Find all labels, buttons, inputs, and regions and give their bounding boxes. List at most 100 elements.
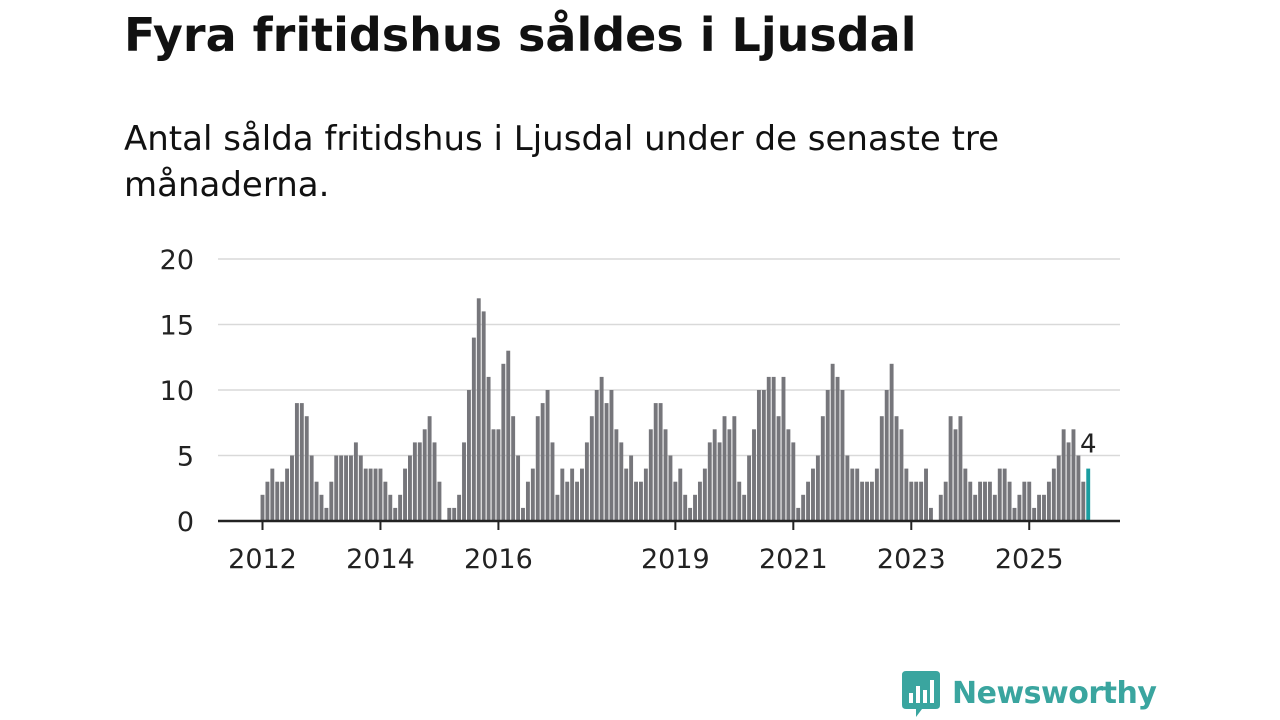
- bar: [1002, 468, 1007, 521]
- bar: [383, 481, 388, 521]
- bar: [771, 376, 776, 521]
- y-tick-label: 15: [160, 311, 194, 342]
- bar: [1056, 455, 1061, 521]
- bar: [530, 468, 535, 521]
- bar: [398, 494, 403, 521]
- bar: [835, 376, 840, 521]
- bar: [368, 468, 373, 521]
- bar: [978, 481, 983, 521]
- bar: [349, 455, 353, 521]
- bar: [447, 507, 452, 521]
- bar: [899, 429, 904, 521]
- bar: [290, 455, 294, 521]
- bar: [850, 468, 855, 521]
- bar: [742, 494, 747, 521]
- x-tick-label: 2014: [346, 544, 415, 575]
- x-tick-label: 2019: [641, 544, 710, 575]
- bar: [294, 403, 299, 521]
- bar-value-label: 4: [1080, 430, 1097, 460]
- bar: [943, 481, 948, 521]
- bar: [997, 468, 1002, 521]
- bar: [712, 429, 717, 521]
- bar: [506, 350, 511, 521]
- bar: [466, 390, 471, 521]
- bar: [452, 507, 457, 521]
- bar: [761, 390, 766, 521]
- bar: [766, 376, 771, 521]
- bar: [953, 429, 958, 521]
- bar: [811, 468, 815, 521]
- bar: [1061, 429, 1066, 521]
- x-tick-label: 2021: [759, 544, 828, 575]
- bar: [609, 390, 614, 521]
- bar: [983, 481, 987, 521]
- bar: [737, 481, 742, 521]
- bar: [801, 494, 806, 521]
- x-tick-label: 2023: [877, 544, 946, 575]
- bar: [275, 481, 280, 521]
- y-tick-label: 10: [160, 376, 194, 407]
- bar: [648, 429, 653, 521]
- bar: [584, 442, 589, 521]
- bar: [412, 442, 417, 521]
- bar: [299, 403, 304, 521]
- bar: [815, 455, 820, 521]
- bar: [717, 442, 722, 521]
- bar: [786, 429, 791, 521]
- x-tick-label: 2016: [464, 544, 533, 575]
- bar: [339, 455, 344, 521]
- bar: [604, 403, 609, 521]
- bar: [565, 481, 570, 521]
- bar: [820, 416, 825, 521]
- bar: [830, 363, 835, 521]
- bar: [653, 403, 658, 521]
- bar: [344, 455, 349, 521]
- bar: [707, 442, 712, 521]
- bar: [702, 468, 707, 521]
- bar: [462, 442, 466, 521]
- bar: [634, 481, 638, 521]
- y-tick-label: 20: [160, 245, 194, 276]
- bar: [1051, 468, 1056, 521]
- bar: [1076, 455, 1081, 521]
- bar: [796, 507, 801, 521]
- chart-title: Fyra fritidshus såldes i Ljusdal: [124, 8, 917, 62]
- bar: [727, 429, 732, 521]
- bar: [840, 390, 845, 521]
- bar: [1032, 507, 1037, 521]
- bar: [806, 481, 811, 521]
- bar: [594, 390, 599, 521]
- bar: [393, 507, 398, 521]
- bar: [865, 481, 869, 521]
- bar: [987, 481, 992, 521]
- bar: [334, 455, 339, 521]
- bar: [732, 416, 737, 521]
- bar: [860, 481, 865, 521]
- bar: [643, 468, 648, 521]
- bar: [1007, 481, 1012, 521]
- bar: [845, 455, 850, 521]
- bar: [417, 442, 422, 521]
- bar: [589, 416, 594, 521]
- bar: [1037, 494, 1042, 521]
- y-tick-label: 0: [177, 507, 194, 538]
- bar: [1022, 481, 1027, 521]
- bar: [973, 494, 978, 521]
- bar: [550, 442, 555, 521]
- bar: [599, 376, 604, 521]
- bar: [496, 429, 501, 521]
- bar: [575, 481, 580, 521]
- newsworthy-logo: Newsworthy: [900, 668, 1157, 718]
- bar: [408, 455, 412, 521]
- bar: [909, 481, 914, 521]
- bar: [879, 416, 884, 521]
- bar: [673, 481, 678, 521]
- bar: [388, 494, 393, 521]
- bar: [280, 481, 285, 521]
- bar: [516, 455, 521, 521]
- bar: [1027, 481, 1032, 521]
- bar: [825, 390, 830, 521]
- brand-name: Newsworthy: [952, 675, 1157, 711]
- bar: [874, 468, 879, 521]
- bar: [457, 494, 462, 521]
